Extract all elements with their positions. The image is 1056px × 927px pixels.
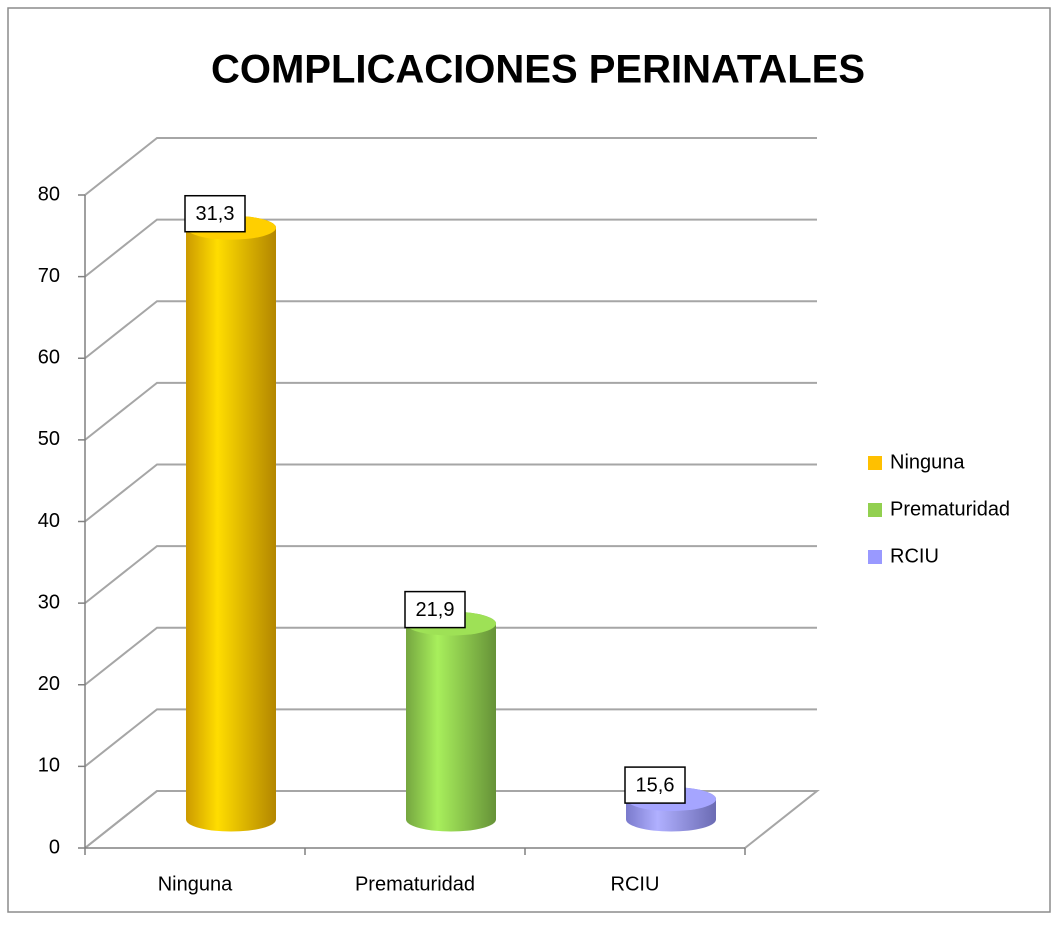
data-label: 15,6 — [636, 774, 675, 796]
grid-line — [84, 137, 817, 196]
legend-swatch — [868, 456, 882, 470]
y-tick-label: 40 — [38, 510, 60, 532]
y-tick-label: 50 — [38, 428, 60, 450]
legend-label: RCIU — [890, 545, 939, 567]
label-box — [404, 590, 466, 629]
grid-line — [84, 790, 817, 849]
legend-label: Ninguna — [890, 451, 965, 473]
y-tick-label: 30 — [38, 591, 60, 613]
grid-line — [84, 463, 817, 523]
y-tick-label: 10 — [38, 755, 60, 777]
grid-line — [84, 381, 817, 441]
data-label: 31,3 — [196, 203, 235, 225]
y-tick-label: 20 — [38, 673, 60, 695]
y-tick-label: 70 — [38, 265, 60, 287]
x-tick-label: Prematuridad — [355, 873, 475, 895]
grid-line — [84, 708, 817, 768]
legend-swatch — [868, 503, 882, 517]
grid-line — [84, 626, 817, 686]
bar — [186, 215, 276, 832]
grid-line — [84, 545, 817, 604]
bar — [406, 611, 496, 832]
chart-title: COMPLICACIONES PERINATALES — [211, 48, 865, 92]
grid-line — [84, 300, 817, 360]
legend-swatch — [868, 550, 882, 564]
label-box — [624, 766, 686, 804]
label-box — [184, 194, 246, 233]
y-tick-label: 80 — [38, 183, 60, 205]
legend-label: Prematuridad — [890, 498, 1010, 520]
x-tick-label: RCIU — [611, 873, 660, 895]
y-tick-label: 60 — [38, 347, 60, 369]
x-tick-label: Ninguna — [158, 873, 233, 895]
data-label: 21,9 — [416, 599, 455, 621]
y-tick-label: 0 — [49, 836, 60, 858]
grid-line — [84, 218, 817, 278]
